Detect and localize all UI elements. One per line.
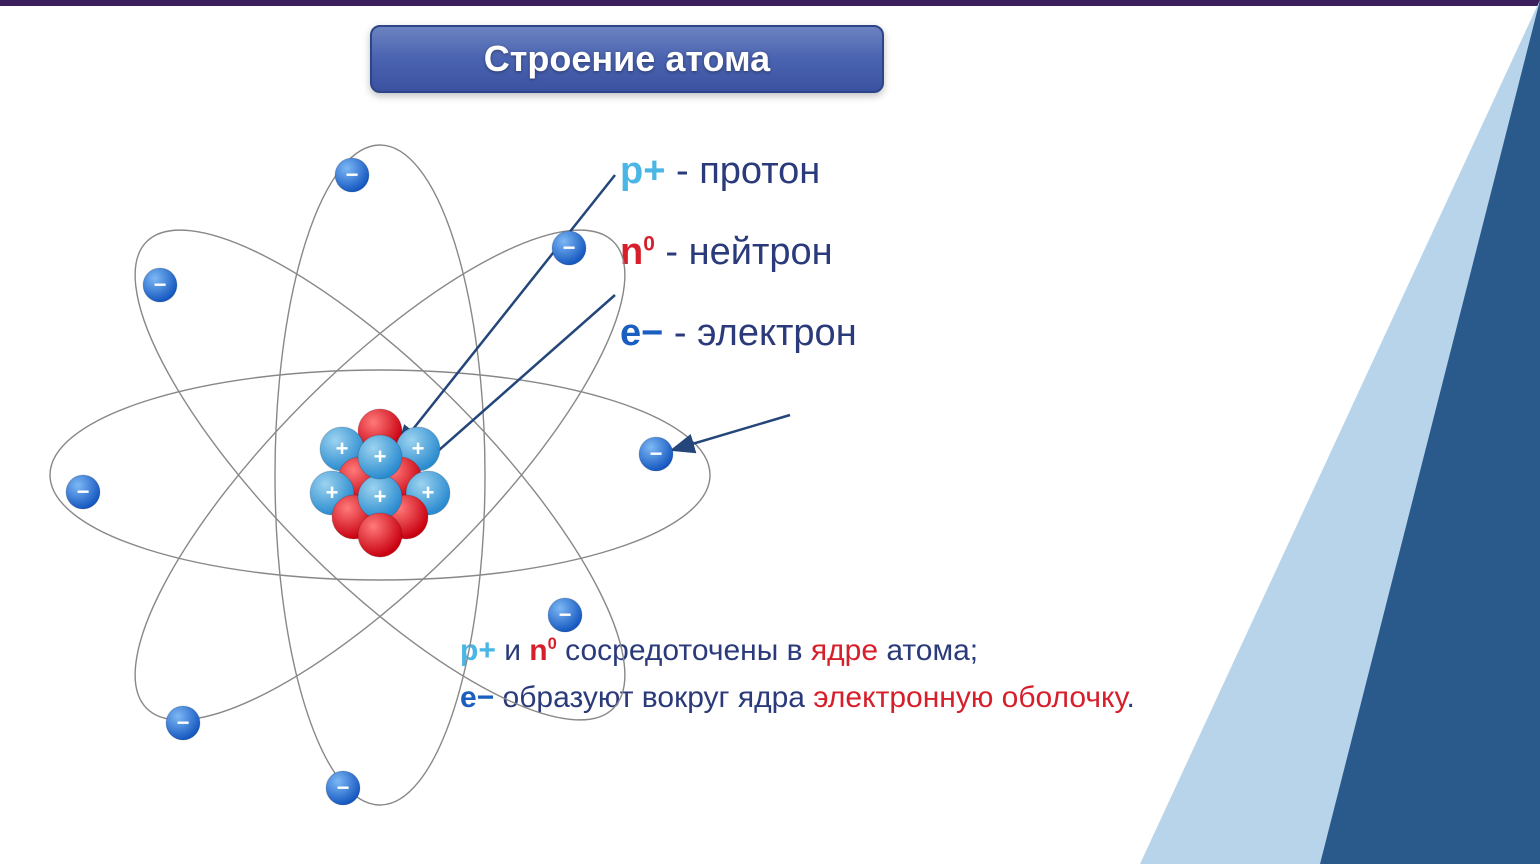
electron-particle: − (552, 231, 586, 265)
electron-particle: − (143, 268, 177, 302)
svg-text:−: − (77, 479, 90, 504)
electron-particle: − (326, 771, 360, 805)
electron-particle: − (166, 706, 200, 740)
svg-text:+: + (336, 436, 349, 461)
svg-text:+: + (374, 444, 387, 469)
electron-particle: − (548, 598, 582, 632)
atom-diagram: + + + + + + − − − − − − − − (0, 0, 1540, 864)
electron-particle: − (639, 437, 673, 471)
svg-text:−: − (346, 162, 359, 187)
proton-particle: + (358, 475, 402, 519)
svg-text:−: − (563, 235, 576, 260)
electron-particle: − (335, 158, 369, 192)
svg-text:+: + (374, 484, 387, 509)
svg-text:−: − (650, 441, 663, 466)
svg-text:−: − (559, 602, 572, 627)
svg-text:+: + (412, 436, 425, 461)
svg-text:+: + (326, 480, 339, 505)
callout-arrow (398, 175, 615, 448)
svg-text:−: − (154, 272, 167, 297)
svg-text:−: − (337, 775, 350, 800)
electron-particle: − (66, 475, 100, 509)
svg-text:−: − (177, 710, 190, 735)
svg-text:+: + (422, 480, 435, 505)
neutron-particle (358, 513, 402, 557)
nucleus-group: + + + + + + (310, 409, 450, 557)
proton-particle: + (358, 435, 402, 479)
callout-arrow (672, 415, 790, 450)
